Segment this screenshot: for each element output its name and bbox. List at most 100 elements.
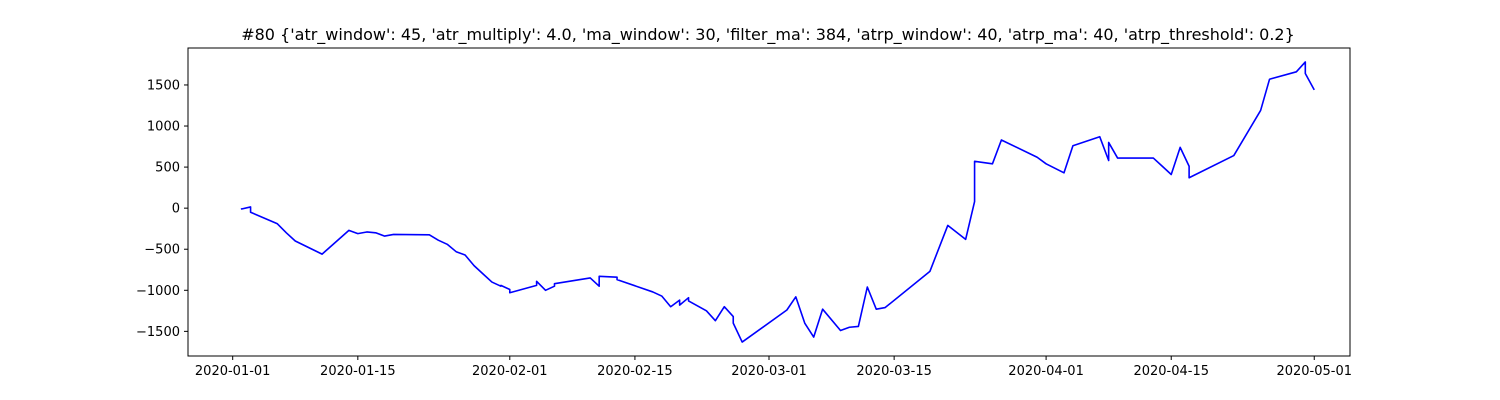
data-point bbox=[715, 320, 716, 321]
data-point bbox=[1108, 142, 1109, 143]
data-point bbox=[1305, 73, 1306, 74]
data-point bbox=[617, 277, 618, 278]
data-point bbox=[536, 285, 537, 286]
data-point bbox=[393, 234, 394, 235]
data-point bbox=[822, 309, 823, 310]
data-point bbox=[554, 283, 555, 284]
data-point bbox=[947, 225, 948, 226]
data-point bbox=[438, 240, 439, 241]
data-point bbox=[724, 306, 725, 307]
data-point bbox=[813, 337, 814, 338]
data-point bbox=[456, 251, 457, 252]
x-tick-label: 2020-01-01 bbox=[195, 364, 271, 379]
data-point bbox=[295, 241, 296, 242]
data-point bbox=[536, 281, 537, 282]
y-tick-label: −1000 bbox=[136, 284, 180, 299]
data-point bbox=[348, 230, 349, 231]
data-point bbox=[599, 286, 600, 287]
data-point bbox=[286, 232, 287, 233]
data-point bbox=[1153, 158, 1154, 159]
data-point bbox=[447, 244, 448, 245]
data-point bbox=[617, 279, 618, 280]
data-point bbox=[599, 276, 600, 277]
data-point bbox=[733, 316, 734, 317]
y-tick-label: 1000 bbox=[147, 120, 180, 135]
data-point bbox=[322, 254, 323, 255]
series-line bbox=[240, 61, 1315, 343]
data-point bbox=[1171, 174, 1172, 175]
y-tick-label: 500 bbox=[155, 161, 180, 176]
data-point bbox=[992, 163, 993, 164]
data-point bbox=[1180, 147, 1181, 148]
data-point bbox=[1099, 136, 1100, 137]
data-point bbox=[384, 236, 385, 237]
data-point bbox=[357, 233, 358, 234]
data-point bbox=[554, 286, 555, 287]
y-tick-label: 0 bbox=[172, 202, 180, 217]
data-point bbox=[876, 309, 877, 310]
x-tick-label: 2020-05-01 bbox=[1276, 364, 1352, 379]
data-point bbox=[1001, 139, 1002, 140]
data-point bbox=[885, 307, 886, 308]
data-point bbox=[688, 300, 689, 301]
data-point bbox=[679, 305, 680, 306]
data-point bbox=[482, 273, 483, 274]
data-point bbox=[840, 330, 841, 331]
data-point bbox=[661, 296, 662, 297]
data-point bbox=[366, 231, 367, 232]
data-point bbox=[1189, 177, 1190, 178]
data-point bbox=[1260, 110, 1261, 111]
data-point bbox=[250, 212, 251, 213]
data-point bbox=[974, 161, 975, 162]
data-point bbox=[509, 292, 510, 293]
data-point bbox=[688, 297, 689, 298]
x-tick-label: 2020-02-15 bbox=[597, 364, 673, 379]
data-point bbox=[250, 206, 251, 207]
data-point bbox=[858, 326, 859, 327]
x-tick-label: 2020-01-15 bbox=[320, 364, 396, 379]
plot-area bbox=[240, 61, 1315, 343]
data-point bbox=[867, 287, 868, 288]
data-point bbox=[1108, 160, 1109, 161]
y-tick-label: 1500 bbox=[147, 78, 180, 93]
data-point bbox=[974, 201, 975, 202]
data-point bbox=[1063, 172, 1064, 173]
data-point bbox=[1314, 89, 1315, 90]
x-axis: 2020-01-01 2020-01-15 2020-02-01 2020-02-15… bbox=[195, 356, 1352, 379]
x-tick-label: 2020-03-01 bbox=[731, 364, 807, 379]
x-tick-label: 2020-04-01 bbox=[1008, 364, 1084, 379]
data-point bbox=[1305, 61, 1306, 62]
data-point bbox=[965, 239, 966, 240]
x-tick-label: 2020-03-15 bbox=[856, 364, 932, 379]
x-tick-label: 2020-02-01 bbox=[472, 364, 548, 379]
data-point bbox=[241, 208, 242, 209]
x-tick-label: 2020-04-15 bbox=[1133, 364, 1209, 379]
data-point bbox=[1296, 71, 1297, 72]
data-point bbox=[849, 327, 850, 328]
data-point bbox=[1233, 155, 1234, 156]
data-point bbox=[804, 323, 805, 324]
data-point bbox=[652, 291, 653, 292]
data-point bbox=[474, 265, 475, 266]
data-point bbox=[1037, 157, 1038, 158]
data-point bbox=[795, 296, 796, 297]
chart-title: #80 {'atr_window': 45, 'atr_multiply': 4… bbox=[241, 25, 1295, 45]
data-point bbox=[277, 223, 278, 224]
data-point bbox=[706, 310, 707, 311]
data-point bbox=[929, 271, 930, 272]
data-point bbox=[1072, 145, 1073, 146]
data-point bbox=[1269, 79, 1270, 80]
data-point bbox=[1117, 158, 1118, 159]
data-point bbox=[742, 342, 743, 343]
plot-frame bbox=[187, 47, 1351, 357]
data-point bbox=[375, 232, 376, 233]
data-point bbox=[545, 290, 546, 291]
data-point bbox=[590, 277, 591, 278]
data-point bbox=[1189, 166, 1190, 167]
y-axis: −1500 −1000 −500 0 500 1000 1500 bbox=[136, 78, 188, 340]
data-point bbox=[679, 300, 680, 301]
data-point bbox=[429, 234, 430, 235]
data-point bbox=[733, 323, 734, 324]
y-tick-label: −500 bbox=[144, 243, 180, 258]
